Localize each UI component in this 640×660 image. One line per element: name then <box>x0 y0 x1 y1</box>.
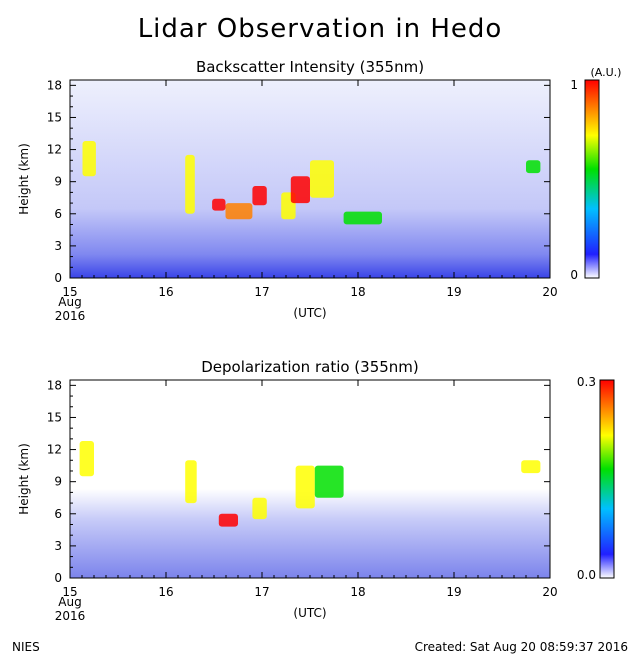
backscatter-xtick-label: 16 <box>158 285 173 299</box>
backscatter-cloud-feature <box>212 198 226 211</box>
depolarization-cloud-feature <box>185 460 197 504</box>
backscatter-xtick-label: 18 <box>350 285 365 299</box>
depolarization-cloud-feature <box>295 465 315 509</box>
depolarization-xtick-label: 18 <box>350 585 365 599</box>
backscatter-date-year: 2016 <box>55 309 86 323</box>
backscatter-cloud-feature <box>185 154 195 214</box>
depolarization-panel: 0 3 6 9 12 15 18 15 16 17 18 19 20 Height (km) (UTC… <box>17 375 615 623</box>
depolarization-xtick-label: 19 <box>446 585 461 599</box>
depolarization-ytick-label: 15 <box>47 410 62 424</box>
backscatter-ytick-label: 9 <box>54 175 62 189</box>
backscatter-ytick-label: 6 <box>54 207 62 221</box>
depolarization-colorbar-min: 0.0 <box>577 568 596 582</box>
backscatter-cloud-feature <box>82 141 96 177</box>
depolarization-date-year: 2016 <box>55 609 86 623</box>
backscatter-xtick-label: 17 <box>254 285 269 299</box>
depolarization-xtick-label: 15 <box>62 585 77 599</box>
depolarization-ytick-label: 9 <box>54 475 62 489</box>
backscatter-ytick-label: 18 <box>47 78 62 92</box>
depolarization-cloud-feature <box>314 465 344 498</box>
backscatter-colorbar <box>584 79 600 279</box>
backscatter-xtick-label: 19 <box>446 285 461 299</box>
backscatter-y-axis: 0 3 6 9 12 15 18 <box>47 78 550 285</box>
depolarization-ylabel: Height (km) <box>17 443 31 514</box>
backscatter-colorbar-min: 0 <box>570 268 578 282</box>
depolarization-xtick-label: 16 <box>158 585 173 599</box>
depolarization-ytick-label: 0 <box>54 571 62 585</box>
backscatter-ytick-label: 0 <box>54 271 62 285</box>
depolarization-cloud-feature <box>79 441 94 477</box>
depolarization-colorbar-max: 0.3 <box>577 375 596 389</box>
depolarization-xtick-label: 20 <box>542 585 557 599</box>
backscatter-ytick-label: 12 <box>47 143 62 157</box>
depolarization-cloud-feature <box>218 513 238 527</box>
backscatter-features <box>82 141 541 225</box>
backscatter-cloud-feature <box>225 203 253 220</box>
depolarization-features <box>79 441 541 527</box>
footer-created: Created: Sat Aug 20 08:59:37 2016 <box>414 640 628 654</box>
depolarization-ytick-label: 3 <box>54 539 62 553</box>
backscatter-cloud-feature <box>526 160 541 174</box>
depolarization-cloud-feature <box>252 497 267 520</box>
depolarization-xtick-label: 17 <box>254 585 269 599</box>
depolarization-ytick-label: 18 <box>47 378 62 392</box>
backscatter-ylabel: Height (km) <box>17 143 31 214</box>
backscatter-xtick-label: 20 <box>542 285 557 299</box>
backscatter-cloud-feature <box>252 186 267 206</box>
depolarization-xlabel: (UTC) <box>293 606 326 620</box>
panel-title-depolarization: Depolarization ratio (355nm) <box>201 358 419 376</box>
backscatter-x-axis: 15 16 17 18 19 20 <box>62 80 558 299</box>
backscatter-xtick-label: 15 <box>62 285 77 299</box>
depolarization-x-axis: 15 16 17 18 19 20 <box>62 380 558 599</box>
depolarization-ytick-label: 6 <box>54 507 62 521</box>
backscatter-cloud-feature <box>310 160 334 198</box>
footer-org: NIES <box>12 640 40 654</box>
main-title: Lidar Observation in Hedo <box>137 14 503 44</box>
backscatter-date-month: Aug <box>58 295 81 309</box>
backscatter-cloud-feature <box>343 211 382 225</box>
depolarization-ytick-label: 12 <box>47 443 62 457</box>
backscatter-panel: 0 3 6 9 12 15 18 15 16 17 18 19 20 Height (km) (UTC… <box>17 66 621 323</box>
depolarization-cloud-feature <box>521 460 541 474</box>
depolarization-date-month: Aug <box>58 595 81 609</box>
backscatter-cloud-feature <box>290 176 310 204</box>
backscatter-ytick-label: 3 <box>54 239 62 253</box>
depolarization-y-axis: 0 3 6 9 12 15 18 <box>47 378 550 585</box>
panel-title-backscatter: Backscatter Intensity (355nm) <box>195 58 425 76</box>
backscatter-xlabel: (UTC) <box>293 306 326 320</box>
depolarization-colorbar <box>599 379 615 579</box>
backscatter-colorbar-label: (A.U.) <box>591 66 622 79</box>
backscatter-ytick-label: 15 <box>47 110 62 124</box>
backscatter-colorbar-max: 1 <box>570 78 578 92</box>
